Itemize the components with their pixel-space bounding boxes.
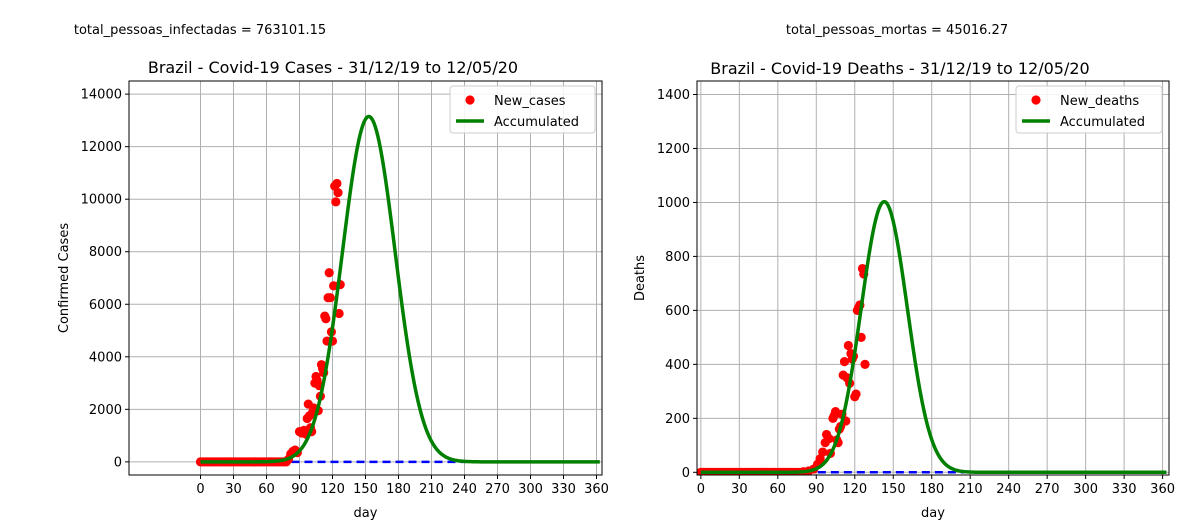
x-tick-label: 30 — [225, 482, 242, 497]
new-value-point — [334, 308, 344, 319]
x-tick-label: 210 — [419, 482, 444, 497]
x-tick-label: 150 — [353, 482, 378, 497]
plot-area — [697, 199, 1167, 475]
x-tick-label: 60 — [770, 482, 787, 497]
axes-frame — [696, 80, 1170, 476]
x-tick-label: 180 — [919, 482, 944, 497]
axes-frame — [128, 80, 603, 476]
legend-box — [449, 85, 596, 134]
y-tick-label: 600 — [665, 304, 690, 319]
new-value-point — [824, 433, 834, 444]
x-tick-label: 210 — [958, 482, 983, 497]
x-tick-label: 330 — [1112, 482, 1137, 497]
x-tick-label: 180 — [386, 482, 411, 497]
y-tick-label: 1000 — [657, 196, 690, 211]
y-tick-label: 1400 — [657, 88, 690, 103]
legend: New_cases Accumulated — [449, 85, 596, 134]
grid — [129, 81, 602, 475]
new-value-point — [324, 268, 334, 278]
x-tick-label: 0 — [196, 482, 204, 497]
legend: New_deaths Accumulated — [1015, 85, 1163, 134]
legend-marker-points — [1031, 95, 1041, 105]
x-tick-label: 300 — [1073, 482, 1098, 497]
legend-label-accumulated: Accumulated — [1060, 115, 1145, 130]
chart-title: Brazil - Covid-19 Deaths - 31/12/19 to 1… — [710, 59, 1089, 78]
x-tick-label: 0 — [697, 482, 705, 497]
chart-title: Brazil - Covid-19 Cases - 31/12/19 to 12… — [148, 58, 518, 77]
x-tick-label: 330 — [551, 482, 576, 497]
accumulated-curve — [700, 199, 1167, 475]
x-tick-label: 270 — [485, 482, 510, 497]
y-tick-label: 200 — [665, 412, 690, 427]
new-value-point — [321, 314, 331, 324]
y-tick-label: 4000 — [89, 350, 122, 365]
x-tick-label: 30 — [731, 482, 748, 497]
plot-area — [195, 114, 601, 467]
x-tick-label: 300 — [518, 482, 543, 497]
y-tick-label: 14000 — [81, 88, 122, 103]
new-value-point — [843, 340, 853, 351]
top-total-text: total_pessoas_mortas = 45016.27 — [786, 23, 1008, 38]
cases-chart: total_pessoas_infectadas = 763101.15 Braz… — [57, 23, 609, 521]
new-value-point — [851, 389, 861, 399]
legend-label-new: New_deaths — [1060, 94, 1139, 109]
new-value-point — [325, 293, 335, 303]
y-tick-label: 0 — [682, 466, 690, 481]
new-value-point — [331, 197, 341, 207]
y-tick-label: 400 — [665, 358, 690, 373]
legend-label-new: New_cases — [494, 94, 566, 109]
x-tick-label: 120 — [842, 482, 867, 497]
y-tick-label: 8000 — [89, 245, 122, 260]
x-tick-label: 240 — [996, 482, 1021, 497]
x-tick-label: 90 — [808, 482, 825, 497]
new-value-point — [860, 359, 870, 369]
new-value-point — [332, 178, 342, 189]
top-total-text: total_pessoas_infectadas = 763101.15 — [74, 23, 326, 38]
y-axis-label: Deaths — [633, 255, 648, 301]
x-axis-label: day — [921, 506, 945, 521]
deaths-chart: total_pessoas_mortas = 45016.27 Brazil - … — [633, 23, 1175, 521]
y-tick-label: 800 — [665, 250, 690, 265]
x-tick-label: 360 — [584, 482, 609, 497]
x-tick-label: 90 — [291, 482, 308, 497]
x-tick-label: 150 — [881, 482, 906, 497]
legend-marker-points — [465, 95, 475, 105]
accumulated-curve — [199, 114, 601, 464]
x-tick-label: 60 — [258, 482, 275, 497]
y-tick-label: 2000 — [89, 403, 122, 418]
legend-box — [1015, 85, 1163, 134]
new-value-point — [839, 357, 850, 367]
new-value-point — [818, 447, 828, 457]
y-axis-label: Confirmed Cases — [57, 223, 72, 333]
x-tick-label: 360 — [1150, 482, 1175, 497]
y-tick-label: 10000 — [81, 193, 122, 208]
x-tick-label: 120 — [320, 482, 345, 497]
x-axis-label: day — [354, 506, 378, 521]
grid — [697, 81, 1169, 475]
legend-label-accumulated: Accumulated — [494, 115, 579, 130]
y-tick-label: 0 — [114, 455, 122, 470]
y-tick-label: 6000 — [89, 298, 122, 313]
y-tick-label: 1200 — [657, 142, 690, 157]
y-tick-label: 12000 — [81, 140, 122, 155]
new-value-point — [333, 188, 343, 198]
x-tick-label: 270 — [1035, 482, 1060, 497]
x-tick-label: 240 — [452, 482, 477, 497]
